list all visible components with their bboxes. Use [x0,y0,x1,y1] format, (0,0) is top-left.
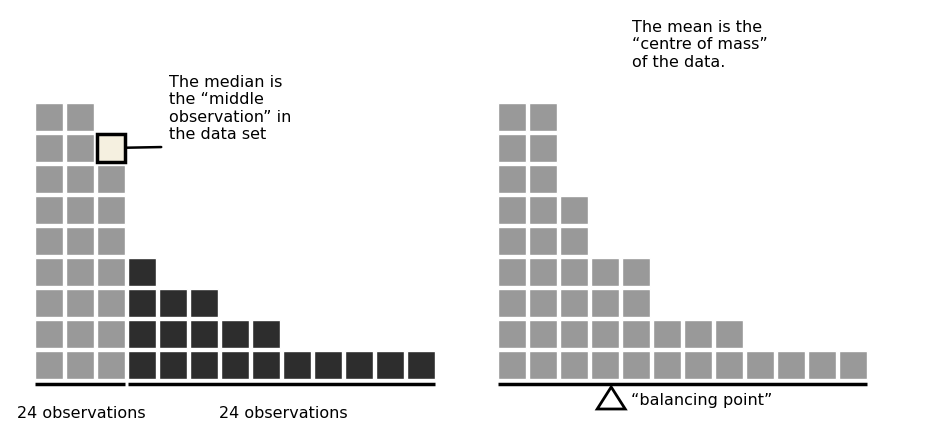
Bar [560,227,588,255]
Bar [560,196,588,224]
Bar [560,289,588,317]
Bar [591,351,619,379]
Bar [159,351,187,379]
Bar [529,351,557,379]
Bar [622,258,650,286]
Bar [529,320,557,348]
Text: “balancing point”: “balancing point” [632,392,772,408]
Bar [591,258,619,286]
Bar [498,258,526,286]
Bar [66,103,94,131]
Bar [529,103,557,131]
Bar [591,289,619,317]
Polygon shape [597,387,625,409]
Bar [314,351,342,379]
Bar [159,289,187,317]
Bar [97,351,125,379]
Text: 24 observations: 24 observations [18,406,145,421]
Bar [715,351,743,379]
Bar [498,165,526,193]
Bar [529,165,557,193]
Bar [35,289,63,317]
Bar [684,320,712,348]
Bar [66,227,94,255]
Bar [498,227,526,255]
Bar [715,320,743,348]
Bar [622,320,650,348]
Bar [66,165,94,193]
Bar [35,134,63,162]
Bar [529,227,557,255]
Bar [376,351,404,379]
Bar [97,165,125,193]
Bar [66,351,94,379]
Bar [35,258,63,286]
Bar [808,351,836,379]
Bar [190,320,218,348]
Bar [622,351,650,379]
Bar [97,134,125,162]
Bar [97,196,125,224]
Bar [529,289,557,317]
Bar [252,320,280,348]
Bar [35,103,63,131]
Bar [498,351,526,379]
Bar [190,289,218,317]
Bar [622,289,650,317]
Bar [529,134,557,162]
Bar [498,103,526,131]
Bar [66,258,94,286]
Bar [591,320,619,348]
Bar [839,351,867,379]
Bar [407,351,435,379]
Bar [221,351,249,379]
Bar [653,320,681,348]
Text: The median is
the “middle
observation” in
the data set: The median is the “middle observation” i… [169,75,292,142]
Bar [66,320,94,348]
Bar [529,196,557,224]
Bar [128,320,156,348]
Bar [128,289,156,317]
Bar [560,258,588,286]
Bar [498,320,526,348]
Bar [498,196,526,224]
Bar [66,134,94,162]
Bar [97,227,125,255]
Bar [777,351,805,379]
Bar [35,165,63,193]
Bar [35,351,63,379]
Text: 24 observations: 24 observations [219,406,347,421]
Bar [498,134,526,162]
Bar [283,351,311,379]
Bar [128,258,156,286]
Bar [35,227,63,255]
Bar [345,351,373,379]
Bar [560,320,588,348]
Bar [653,351,681,379]
Bar [252,351,280,379]
Bar [498,289,526,317]
Bar [159,320,187,348]
Bar [35,196,63,224]
Bar [529,258,557,286]
Bar [66,196,94,224]
Bar [97,320,125,348]
Bar [190,351,218,379]
Bar [560,351,588,379]
Bar [746,351,774,379]
Bar [97,289,125,317]
Bar [684,351,712,379]
Bar [221,320,249,348]
Bar [35,320,63,348]
Text: The mean is the
“centre of mass”
of the data.: The mean is the “centre of mass” of the … [632,20,768,70]
Bar [128,351,156,379]
Bar [66,289,94,317]
Bar [97,134,125,162]
Bar [97,258,125,286]
